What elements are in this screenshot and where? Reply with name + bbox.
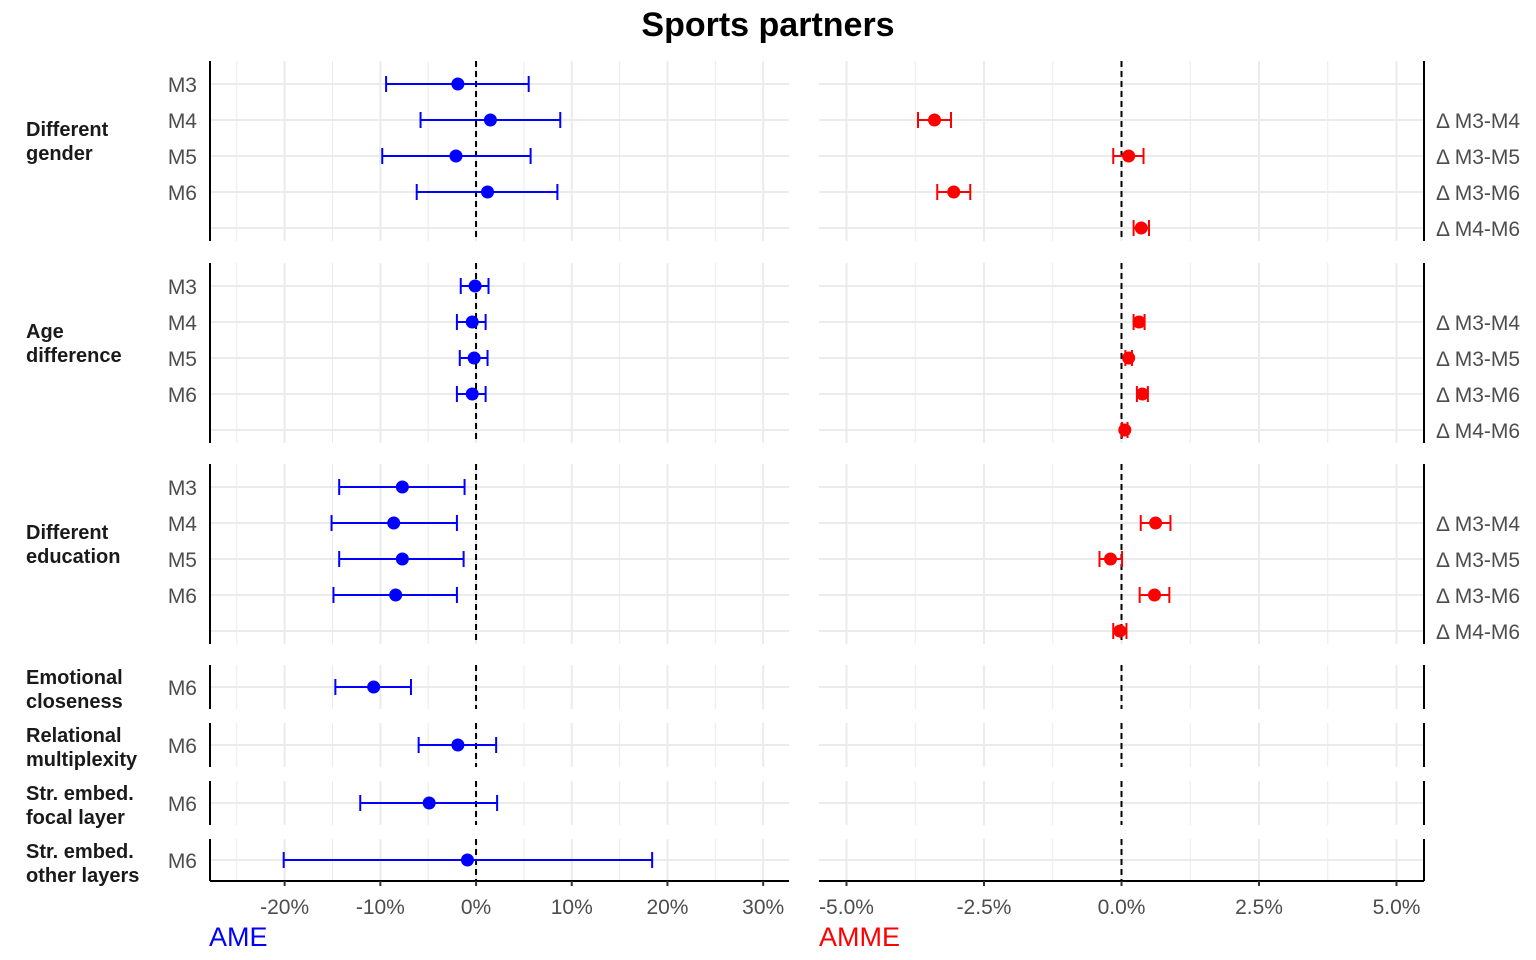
left-panel-marks	[282, 76, 654, 868]
contrast-label: Δ M3-M6	[1436, 182, 1520, 205]
point-estimate	[483, 113, 497, 127]
point-estimate	[1148, 588, 1161, 602]
left-x-tick-label: 30%	[742, 896, 784, 919]
right-x-tick-label: 2.5%	[1235, 896, 1283, 919]
group-label: Relational	[26, 725, 122, 747]
left-x-axis-title: AME	[209, 922, 268, 952]
point-estimate	[422, 796, 436, 810]
left-x-tick-label: 0%	[461, 896, 491, 919]
left-x-tick-label: 10%	[551, 896, 593, 919]
left-x-tick-label: -10%	[356, 896, 405, 919]
contrast-label: Δ M3-M5	[1436, 146, 1520, 169]
point-estimate	[389, 588, 403, 602]
point-estimate	[1132, 315, 1146, 329]
right-x-axis-title: AMME	[819, 922, 900, 952]
model-label: M5	[168, 549, 197, 572]
axes	[209, 61, 1425, 886]
model-label: M5	[168, 146, 197, 169]
group-label: gender	[26, 143, 93, 165]
group-label: difference	[26, 345, 122, 367]
point-estimate	[449, 149, 463, 163]
point-estimate	[465, 387, 479, 401]
point-estimate	[481, 185, 495, 199]
group-label: education	[26, 546, 120, 568]
model-label: M3	[168, 74, 197, 97]
contrast-label: Δ M3-M4	[1436, 312, 1520, 335]
contrast-label: Δ M4-M6	[1436, 420, 1520, 443]
right-x-tick-label: -5.0%	[819, 896, 874, 919]
chart-title: Sports partners	[641, 6, 894, 44]
point-estimate	[395, 552, 409, 566]
point-estimate	[1135, 387, 1149, 401]
group-label: multiplexity	[26, 749, 138, 771]
point-estimate	[451, 738, 465, 752]
group-label: Str. embed.	[26, 841, 134, 863]
contrast-label: Δ M3-M5	[1436, 348, 1520, 371]
group-label: Different	[26, 119, 109, 141]
model-label: M3	[168, 276, 197, 299]
right-panel-marks	[917, 112, 1172, 639]
model-label: M5	[168, 348, 197, 371]
left-panel-grid	[210, 61, 789, 881]
group-label: Age	[26, 321, 64, 343]
group-label: Emotional	[26, 667, 123, 689]
point-estimate	[395, 480, 409, 494]
contrast-label: Δ M3-M4	[1436, 513, 1520, 536]
contrast-label: Δ M4-M6	[1436, 218, 1520, 241]
right-x-tick-label: -2.5%	[957, 896, 1012, 919]
model-label: M4	[168, 110, 197, 133]
model-label: M6	[168, 735, 197, 758]
contrast-label: Δ M3-M5	[1436, 549, 1520, 572]
model-label: M3	[168, 477, 197, 500]
point-estimate	[460, 853, 474, 867]
point-estimate	[467, 351, 481, 365]
model-label: M6	[168, 850, 197, 873]
point-estimate	[1104, 552, 1117, 566]
point-estimate	[451, 77, 465, 91]
group-label: Str. embed.	[26, 783, 134, 805]
point-estimate	[928, 113, 941, 127]
point-estimate	[465, 315, 479, 329]
point-estimate	[367, 680, 381, 694]
group-label: focal layer	[26, 807, 125, 829]
point-estimate	[1134, 221, 1148, 235]
model-label: M4	[168, 513, 197, 536]
point-estimate	[947, 185, 961, 199]
left-x-tick-label: 20%	[646, 896, 688, 919]
right-x-tick-label: 0.0%	[1098, 896, 1146, 919]
right-x-tick-label: 5.0%	[1373, 896, 1421, 919]
point-estimate	[1122, 149, 1136, 163]
point-estimate	[1113, 624, 1127, 638]
point-estimate	[1118, 423, 1132, 437]
model-label: M6	[168, 182, 197, 205]
model-label: M6	[168, 585, 197, 608]
group-label: other layers	[26, 865, 139, 887]
point-estimate	[387, 516, 401, 530]
contrast-label: Δ M4-M6	[1436, 621, 1520, 644]
point-estimate	[468, 279, 482, 293]
model-label: M4	[168, 312, 197, 335]
point-estimate	[1122, 351, 1136, 365]
left-x-tick-label: -20%	[260, 896, 309, 919]
contrast-label: Δ M3-M6	[1436, 384, 1520, 407]
model-label: M6	[168, 793, 197, 816]
model-label: M6	[168, 384, 197, 407]
group-label: Different	[26, 522, 109, 544]
labels: -20% -10% 0% 10% 20% 30% -5.0% -2.5% 0.0% 2.5% 5.0…	[26, 74, 1520, 919]
contrast-label: Δ M3-M4	[1436, 110, 1520, 133]
model-label: M6	[168, 677, 197, 700]
point-estimate	[1149, 516, 1163, 530]
group-label: closeness	[26, 691, 123, 713]
contrast-label: Δ M3-M6	[1436, 585, 1520, 608]
